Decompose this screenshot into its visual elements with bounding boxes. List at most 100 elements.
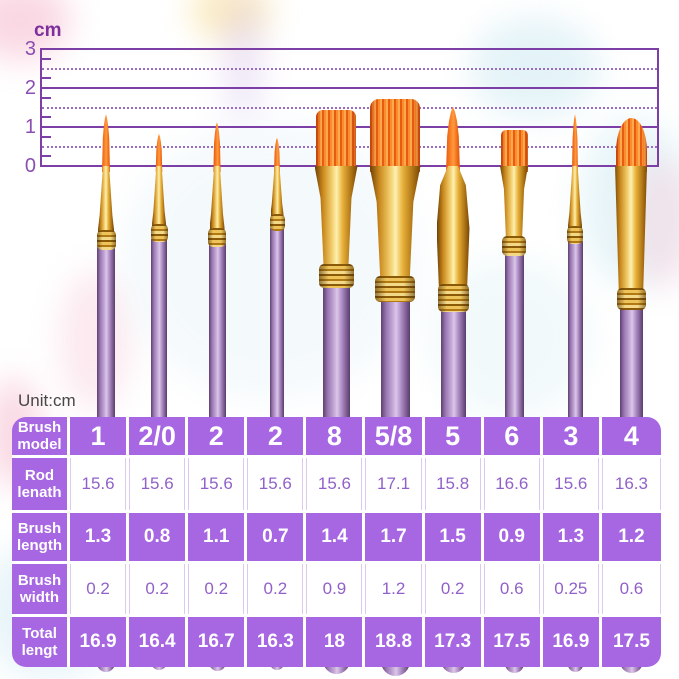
table-cell-brush_width-col10: 0.6 [601,564,661,617]
table-cell-total_length-col10: 17.5 [601,617,661,667]
table-cell-brush_length-col9: 1.3 [542,513,602,564]
table-cell-brush_length-col3: 1.1 [188,513,248,564]
brush-bristles [274,137,280,172]
row-header-brush_width: Brush width [12,564,70,617]
table-cell-brush_width-col2: 0.2 [129,564,189,617]
table-cell-model-col8: 6 [483,417,543,458]
table-cell-model-col9: 3 [542,417,602,458]
brush-ferrule-crimp [318,264,354,288]
table-cell-brush_width-col5: 0.9 [306,564,366,617]
table-cell-total_length-col3: 16.7 [188,617,248,667]
ruler-minor-tick [42,135,51,138]
table-cell-brush_width-col1: 0.2 [70,564,130,617]
row-header-total_length: Total lengt [12,617,70,667]
ruler-minor-tick [42,57,51,60]
brush-bristles [500,129,528,172]
table-cell-model-col4: 2 [247,417,307,458]
table-cell-rod_length-col2: 15.6 [129,458,189,513]
row-header-brush_length: Brush length [12,513,70,564]
brush-ferrule-crimp [567,226,583,244]
brush-bristles [102,114,110,172]
table-cell-brush_length-col6: 1.7 [365,513,425,564]
ruler-minor-tick [42,96,51,99]
brush-bristles [572,114,578,172]
brush-ferrule [436,166,470,286]
table-cell-rod_length-col4: 15.6 [247,458,307,513]
ruler-tick-label-2: 2 [24,77,36,99]
ruler-gridline-solid [40,87,659,89]
table-cell-total_length-col5: 18 [306,617,366,667]
ruler-gridline-dotted [42,106,657,109]
brush-bristles [155,133,163,172]
table-cell-rod_length-col7: 15.8 [424,458,484,513]
table-unit-note: Unit:cm [18,391,76,410]
table-cell-total_length-col4: 16.3 [247,617,307,667]
brush-ferrule-crimp [96,230,116,250]
brush-bristles [316,110,356,172]
brush-ferrule-crimp [375,276,415,302]
table-cell-total_length-col9: 16.9 [542,617,602,667]
table-cell-brush_length-col2: 0.8 [129,513,189,564]
table-cell-brush_length-col8: 0.9 [483,513,543,564]
table-cell-rod_length-col5: 15.6 [306,458,366,513]
ruler-right-border [657,48,659,167]
ruler-tick-label-0: 0 [24,155,36,177]
brush-ferrule-crimp [269,214,285,231]
ruler-gridline-solid [40,48,659,50]
table-cell-model-col1: 1 [70,417,130,458]
table-cell-brush_length-col1: 1.3 [70,513,130,564]
table-cell-brush_length-col10: 1.2 [601,513,661,564]
ruler-left-border [40,48,42,167]
table-cell-total_length-col1: 16.9 [70,617,130,667]
table-cell-total_length-col7: 17.3 [424,617,484,667]
ruler-tick-label-1: 1 [24,116,36,138]
table-cell-model-col5: 8 [306,417,366,458]
paint-splash-decoration [60,270,130,410]
table-cell-model-col10: 4 [601,417,661,458]
brush-ferrule [98,166,114,232]
brush-ferrule-crimp [150,224,168,242]
table-cell-rod_length-col9: 15.6 [542,458,602,513]
brush-ferrule [152,166,166,226]
table-cell-total_length-col8: 17.5 [483,617,543,667]
brush-ferrule [568,166,582,228]
table-cell-brush_width-col9: 0.25 [542,564,602,617]
table-cell-total_length-col2: 16.4 [129,617,189,667]
table-cell-rod_length-col3: 15.6 [188,458,248,513]
ruler-gridline-dotted [42,67,657,70]
brush-ferrule [209,166,225,230]
brush-ferrule [270,166,284,216]
table-cell-model-col6: 5/8 [365,417,425,458]
ruler-minor-tick [42,77,51,80]
table-cell-model-col3: 2 [188,417,248,458]
table-cell-total_length-col6: 18.8 [365,617,425,667]
table-cell-brush_width-col3: 0.2 [188,564,248,617]
brush-bristles [446,106,460,172]
ruler-minor-tick [42,155,51,158]
table-cell-model-col7: 5 [424,417,484,458]
table-cell-brush_width-col6: 1.2 [365,564,425,617]
brush-bristles [213,122,221,172]
brush-ferrule-crimp [437,284,469,312]
row-header-rod_length: Rod lenath [12,458,70,513]
table-cell-brush_length-col7: 1.5 [424,513,484,564]
table-cell-rod_length-col10: 16.3 [601,458,661,513]
brush-bristles [615,118,647,172]
table-cell-rod_length-col1: 15.6 [70,458,130,513]
table-cell-rod_length-col8: 16.6 [483,458,543,513]
brush-ferrule-crimp [208,228,226,247]
ruler-minor-tick [42,116,51,119]
table-cell-brush_width-col7: 0.2 [424,564,484,617]
ruler-tick-label-3: 3 [24,38,36,60]
brush-ferrule-crimp [616,288,646,310]
ruler-unit-label: cm [34,20,62,41]
table-cell-rod_length-col6: 17.1 [365,458,425,513]
brush-ferrule-crimp [502,236,526,256]
table-cell-model-col2: 2/0 [129,417,189,458]
table-cell-brush_width-col4: 0.2 [247,564,307,617]
row-header-model: Brush model [12,417,70,458]
brush-bristles [370,98,420,172]
paint-splash-decoration [224,0,262,122]
table-cell-brush_length-col4: 0.7 [247,513,307,564]
